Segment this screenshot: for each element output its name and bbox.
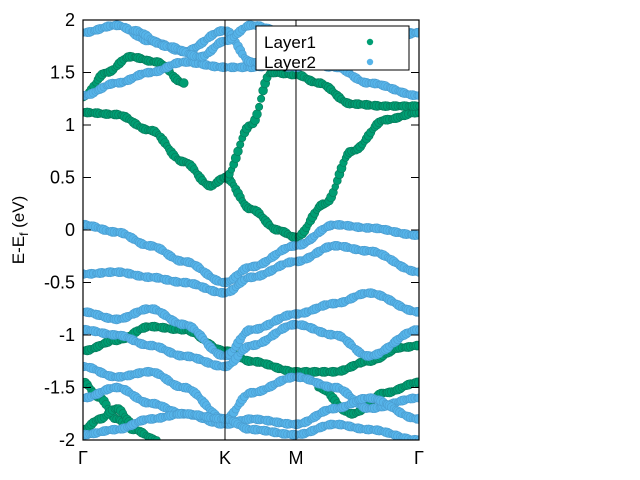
data-point — [415, 326, 419, 334]
plot-area — [83, 20, 419, 440]
band-layer2-0 — [83, 219, 419, 288]
data-point — [415, 102, 419, 110]
legend-label: Layer2 — [264, 53, 316, 72]
data-point — [415, 231, 419, 239]
axes: -2 -1.5 -1 -0.5 0 0.5 1 1.5 2 Γ K M Γ E-Ef (eV) — [9, 10, 424, 468]
band-layer1-2 — [83, 51, 189, 102]
data-point — [257, 94, 266, 103]
data-points — [83, 20, 419, 440]
y-tick-label: -0.5 — [44, 273, 75, 293]
y-tick-label: -1 — [59, 325, 75, 345]
y-tick-label: -1.5 — [44, 378, 75, 398]
x-tick-label: Γ — [414, 448, 424, 468]
data-point — [414, 377, 419, 388]
legend-box — [255, 25, 410, 71]
data-point — [179, 78, 189, 88]
legend-label: Layer1 — [264, 33, 316, 52]
data-point — [414, 267, 419, 277]
data-point — [255, 102, 264, 111]
x-tick-label: K — [219, 448, 231, 468]
y-tick-label: 0 — [65, 220, 75, 240]
x-tick-label: M — [288, 448, 303, 468]
band-layer2-6 — [83, 408, 419, 440]
y-tick-label: 1 — [65, 115, 75, 135]
data-point — [153, 436, 161, 440]
data-point — [414, 340, 419, 351]
y-tick-label: 1.5 — [50, 63, 75, 83]
data-point — [252, 109, 262, 119]
band-layer2-1 — [83, 241, 419, 298]
legend-marker — [366, 38, 374, 46]
y-axis-label: E-Ef (eV) — [9, 196, 31, 265]
data-point — [414, 91, 419, 100]
y-tick-label: 2 — [65, 10, 75, 30]
data-point — [414, 307, 419, 317]
series-layer2 — [83, 20, 419, 440]
y-tick-label: 0.5 — [50, 168, 75, 188]
band-layer2-2 — [83, 288, 419, 361]
legend-marker — [366, 58, 374, 66]
band-layer1-0 — [83, 107, 419, 242]
y-tick-label: -2 — [59, 430, 75, 450]
x-tick-label: Γ — [78, 448, 88, 468]
